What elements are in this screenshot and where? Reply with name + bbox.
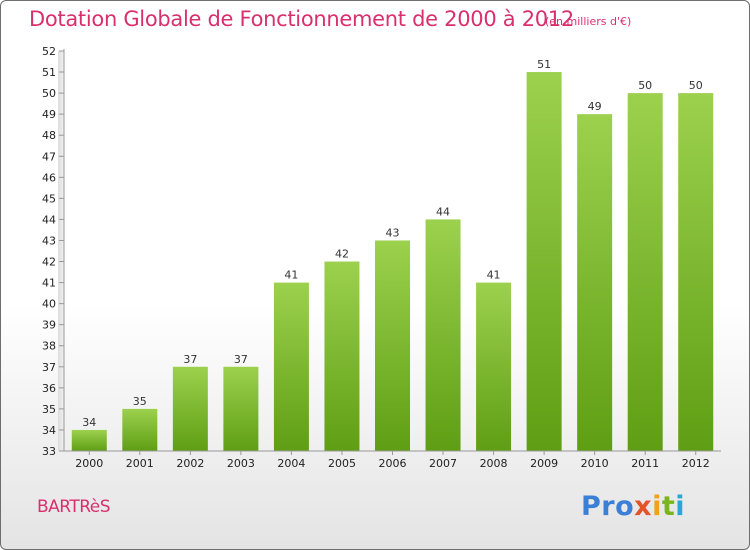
y-tick-label: 33 [42, 445, 56, 458]
y-tick-label: 49 [42, 108, 56, 121]
logo-part-i1: i [652, 491, 662, 522]
commune-name: BARTRèS [37, 497, 111, 517]
bar-value-label: 44 [436, 205, 450, 218]
bar [627, 93, 663, 452]
y-axis-strip [58, 51, 64, 451]
bar-value-label: 37 [234, 353, 248, 366]
bar-value-label: 50 [638, 79, 652, 92]
x-tick-label: 2006 [379, 457, 407, 470]
x-tick-label: 2001 [126, 457, 154, 470]
x-tick-label: 2003 [227, 457, 255, 470]
y-tick-label: 47 [42, 150, 56, 163]
unit-label: (en milliers d'€) [545, 15, 632, 28]
bar [678, 93, 714, 452]
y-tick-label: 43 [42, 234, 56, 247]
x-tick-label: 2008 [480, 457, 508, 470]
y-tick-label: 46 [42, 171, 56, 184]
y-tick-label: 50 [42, 87, 56, 100]
y-tick-label: 37 [42, 361, 56, 374]
logo-part-i2: i [675, 491, 686, 522]
y-tick-label: 42 [42, 256, 56, 269]
x-tick-label: 2007 [429, 457, 457, 470]
x-tick-label: 2005 [328, 457, 356, 470]
y-tick-label: 35 [42, 403, 56, 416]
y-tick-label: 38 [42, 340, 56, 353]
y-tick-label: 39 [42, 319, 56, 332]
y-tick-label: 41 [42, 277, 56, 290]
bar-value-label: 49 [588, 100, 602, 113]
bar [122, 408, 158, 451]
bar [223, 366, 259, 451]
logo-part-x: x [634, 491, 653, 522]
x-tick-label: 2000 [75, 457, 103, 470]
x-tick-label: 2009 [530, 457, 558, 470]
chart-title: Dotation Globale de Fonctionnement de 20… [29, 7, 574, 31]
bar [476, 282, 512, 451]
bar [273, 282, 309, 451]
y-tick-label: 44 [42, 213, 56, 226]
bar-value-label: 35 [133, 395, 147, 408]
x-tick-label: 2012 [682, 457, 710, 470]
y-tick-label: 40 [42, 298, 56, 311]
bar-value-label: 43 [386, 226, 400, 239]
bar-value-label: 42 [335, 248, 349, 261]
y-tick-label: 52 [42, 45, 56, 58]
bar [172, 366, 208, 451]
bar-value-label: 51 [537, 58, 551, 71]
y-tick-label: 48 [42, 129, 56, 142]
logo-part-pro: Pro [581, 491, 635, 522]
y-tick-label: 36 [42, 382, 56, 395]
y-tick-label: 45 [42, 192, 56, 205]
x-tick-label: 2010 [581, 457, 609, 470]
logo-part-t: t [661, 491, 676, 522]
x-tick-label: 2004 [277, 457, 305, 470]
x-tick-label: 2011 [631, 457, 659, 470]
bar-value-label: 41 [487, 269, 501, 282]
bar [324, 261, 360, 451]
y-tick-label: 34 [42, 424, 56, 437]
bar [375, 240, 410, 451]
bar-value-label: 34 [82, 416, 96, 429]
x-tick-label: 2002 [176, 457, 204, 470]
bar [526, 72, 562, 451]
bar-value-label: 37 [183, 353, 197, 366]
bar-value-label: 41 [284, 269, 298, 282]
proxiti-logo: Proxiti [581, 491, 685, 522]
bar [425, 219, 461, 451]
y-tick-label: 51 [42, 66, 56, 79]
bar [71, 429, 107, 451]
bar-value-label: 50 [689, 79, 703, 92]
bar [577, 114, 613, 451]
